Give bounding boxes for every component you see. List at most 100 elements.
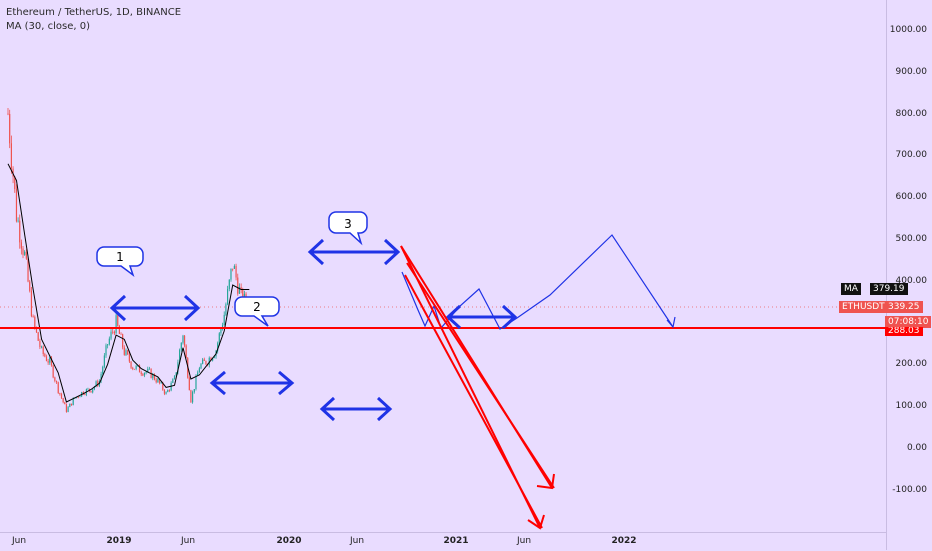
candle-body	[220, 328, 222, 334]
candle-body	[15, 189, 18, 222]
candle-body	[90, 390, 92, 393]
double-arrow-3[interactable]	[307, 238, 401, 266]
candle-body	[162, 382, 164, 390]
price-plot[interactable]: 1 2 3	[0, 0, 886, 532]
candle-body	[202, 359, 204, 364]
candle-body	[54, 377, 56, 381]
candle-body	[148, 368, 151, 370]
candle-body	[14, 176, 16, 190]
ma-tag-value: 379.19	[870, 283, 908, 295]
time-tick: Jun	[516, 536, 532, 546]
candle-body	[44, 353, 46, 357]
time-tick: Jun	[349, 536, 365, 546]
candle-body	[70, 403, 73, 406]
candle-body	[34, 316, 36, 327]
candle-body	[40, 346, 43, 348]
candle-body	[37, 332, 39, 341]
candle-body	[218, 333, 220, 344]
indicator-title[interactable]: MA (30, close, 0)	[6, 21, 91, 32]
candle-body	[62, 398, 64, 403]
double-arrow-1[interactable]	[109, 294, 201, 322]
callout-3[interactable]: 3	[328, 211, 368, 246]
candle-body	[130, 361, 132, 368]
candle-body	[128, 354, 130, 362]
candle-body	[195, 375, 197, 390]
candle-body	[182, 335, 184, 343]
candle-body	[7, 113, 9, 115]
time-tick: Jun	[11, 536, 27, 546]
candle-body	[135, 365, 137, 369]
candle-body	[60, 394, 63, 399]
candle-body	[102, 366, 104, 374]
candle-body	[237, 277, 239, 294]
callout-3-label: 3	[344, 217, 352, 231]
callout-1[interactable]: 1	[96, 246, 144, 278]
candle-body	[155, 379, 157, 383]
candle-body	[87, 388, 89, 390]
candle-body	[125, 350, 127, 355]
candle-body	[233, 265, 235, 269]
time-axis[interactable]: Jun 2019 Jun 2020 Jun 2021 Jun 2022	[0, 532, 886, 551]
candle-body	[133, 368, 136, 370]
price-tick: 900.00	[895, 66, 928, 77]
candle-body	[167, 389, 169, 393]
candle-body	[39, 340, 41, 348]
candle-body	[97, 381, 99, 386]
chart-legend: Ethereum / TetherUS, 1D, BINANCE MA (30,…	[6, 6, 181, 34]
candle-body	[57, 382, 59, 393]
candle-body	[142, 374, 144, 376]
projection-path[interactable]	[401, 234, 674, 330]
candle-body	[50, 357, 53, 366]
candle-body	[163, 389, 166, 394]
candle-body	[69, 403, 71, 408]
candle-body	[172, 379, 174, 383]
candle-body	[180, 342, 182, 351]
candle-body	[25, 251, 27, 259]
candle-body	[157, 378, 159, 383]
price-tick: -100.00	[892, 484, 927, 495]
price-axis[interactable]: 1000.00 900.00 800.00 700.00 600.00 500.00 400…	[886, 0, 932, 550]
candle-body	[35, 326, 38, 333]
price-tick: 500.00	[895, 234, 928, 244]
candle-body	[240, 287, 242, 290]
red-arrows[interactable]	[400, 245, 555, 530]
candle-body	[210, 357, 212, 361]
candle-body	[193, 389, 195, 393]
symbol-title[interactable]: Ethereum / TetherUS, 1D, BINANCE	[6, 7, 182, 18]
time-tick: 2022	[611, 536, 637, 546]
candle-body	[22, 248, 24, 255]
candle-body	[165, 392, 167, 394]
double-arrow-4[interactable]	[319, 396, 393, 422]
callout-1-label: 1	[116, 250, 124, 264]
callout-2-label: 2	[253, 300, 261, 314]
candle-body	[198, 368, 200, 373]
candle-body	[143, 372, 146, 376]
candle-body	[153, 374, 156, 380]
callout-2[interactable]: 2	[234, 296, 280, 327]
candle-body	[59, 392, 61, 395]
ma-tag-label: MA	[841, 283, 861, 295]
candle-body	[235, 265, 237, 278]
candle-body	[115, 315, 117, 334]
candle-body	[103, 355, 105, 367]
candle-body	[158, 378, 161, 383]
candle-body	[227, 289, 229, 305]
candle-body	[112, 331, 114, 333]
candle-body	[175, 372, 177, 376]
candle-body	[140, 372, 142, 375]
double-arrow-5[interactable]	[445, 304, 518, 330]
candle-body	[123, 347, 125, 355]
candle-body	[230, 268, 232, 280]
candle-body	[79, 396, 81, 398]
candle-body	[55, 380, 58, 383]
candle-body	[65, 404, 68, 412]
candle-body	[238, 287, 241, 294]
candle-body	[160, 382, 162, 384]
candle-body	[32, 316, 34, 318]
double-arrow-2[interactable]	[209, 370, 295, 396]
candle-body	[203, 359, 205, 361]
candle-body	[42, 346, 44, 354]
candle-body	[205, 360, 207, 365]
time-tick: Jun	[180, 536, 196, 546]
candle-body	[147, 368, 149, 372]
